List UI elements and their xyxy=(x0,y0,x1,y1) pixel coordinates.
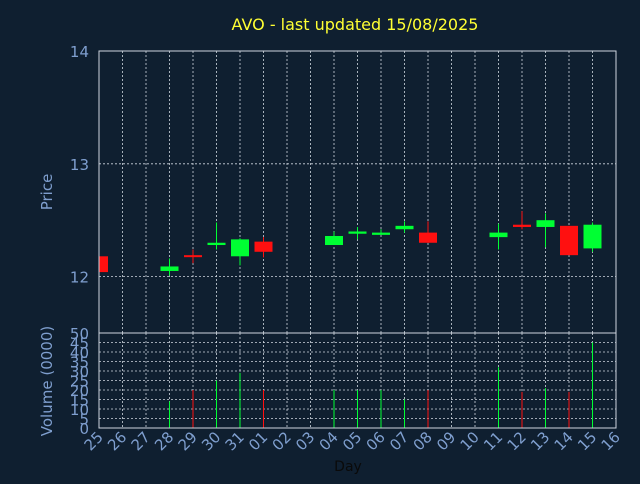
volume-tick-label: 5 xyxy=(79,411,89,429)
candle-body xyxy=(489,232,508,238)
candle-body xyxy=(160,266,179,271)
price-axis-label: Price xyxy=(38,174,56,211)
price-tick-label: 14 xyxy=(70,43,89,61)
day-tick-label: 27 xyxy=(128,428,154,454)
candle-body xyxy=(254,241,273,252)
candles-group xyxy=(98,211,602,276)
candle-body xyxy=(207,242,226,246)
candle-body xyxy=(419,232,437,243)
tick-labels-group: 1213140510152025303540455025262728293031… xyxy=(70,43,624,454)
day-tick-label: 29 xyxy=(175,428,201,454)
day-tick-label: 01 xyxy=(245,428,271,454)
day-tick-label: 14 xyxy=(551,428,577,454)
volume-tick-label: 20 xyxy=(70,382,89,400)
day-tick-label: 13 xyxy=(527,428,553,454)
volume-tick-label: 25 xyxy=(70,373,89,391)
candle-body xyxy=(231,239,249,257)
candle-body xyxy=(583,224,602,249)
volume-tick-label: 10 xyxy=(70,401,89,419)
day-tick-label: 12 xyxy=(504,428,530,454)
candle-body xyxy=(560,225,578,256)
day-axis-label: Day xyxy=(334,459,362,475)
candle-body xyxy=(395,225,414,230)
volume-tick-label: 15 xyxy=(70,392,89,410)
price-tick-label: 13 xyxy=(70,156,89,174)
day-tick-label: 26 xyxy=(104,428,130,454)
day-tick-label: 05 xyxy=(339,428,365,454)
volume-tick-label: 45 xyxy=(70,335,89,353)
candle-body xyxy=(536,220,555,227)
day-tick-label: 08 xyxy=(410,428,436,454)
day-tick-label: 16 xyxy=(598,428,624,454)
volume-tick-label: 0 xyxy=(79,420,89,438)
volume-tick-label: 40 xyxy=(70,344,89,362)
day-tick-label: 15 xyxy=(574,428,600,454)
day-tick-label: 30 xyxy=(198,428,224,454)
volume-tick-label: 50 xyxy=(70,325,89,343)
volume-tick-label: 35 xyxy=(70,354,89,372)
candle-body xyxy=(513,224,531,227)
volume-bars-group xyxy=(169,342,593,428)
day-tick-label: 31 xyxy=(222,428,248,454)
day-tick-label: 10 xyxy=(457,428,483,454)
candle-body xyxy=(325,235,343,246)
day-tick-label: 06 xyxy=(363,428,389,454)
day-tick-label: 03 xyxy=(292,428,318,454)
day-tick-label: 11 xyxy=(480,428,506,454)
price-gridlines xyxy=(99,51,616,333)
volume-plot-frame xyxy=(98,332,617,429)
day-tick-label: 28 xyxy=(151,428,177,454)
candle-body xyxy=(184,255,202,258)
day-tick-label: 04 xyxy=(316,428,342,454)
chart-title: AVO - last updated 15/08/2025 xyxy=(232,15,479,34)
price-tick-label: 12 xyxy=(70,269,89,287)
volume-axis-label: Volume (0000) xyxy=(38,326,56,436)
day-tick-label: 02 xyxy=(269,428,295,454)
day-tick-label: 07 xyxy=(386,428,412,454)
candle-body xyxy=(372,232,390,235)
candle-body xyxy=(99,256,108,273)
volume-tick-label: 30 xyxy=(70,363,89,381)
candle-body xyxy=(348,231,367,234)
day-tick-label: 09 xyxy=(433,428,459,454)
